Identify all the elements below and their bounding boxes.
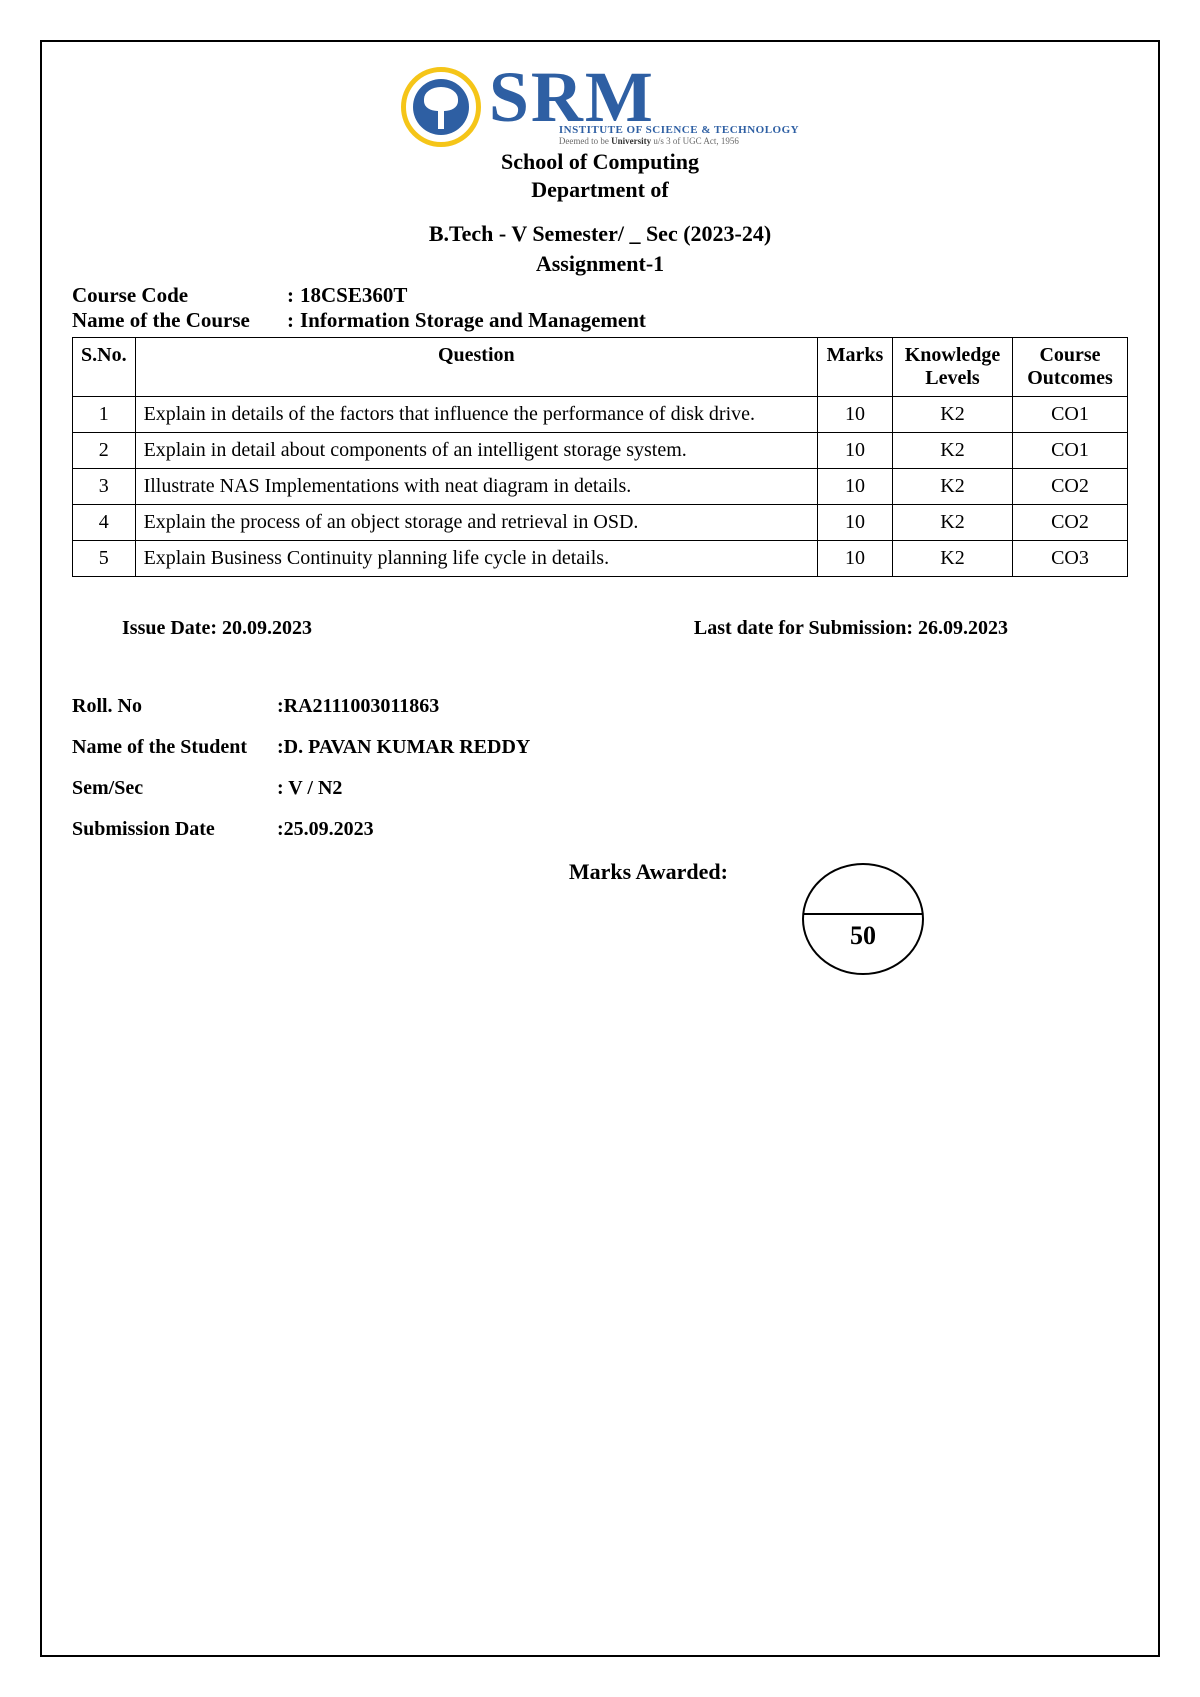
marks-row: Marks Awarded: 50 <box>72 859 1128 979</box>
cell-outcome: CO1 <box>1013 397 1128 433</box>
school-name: School of Computing <box>72 149 1128 175</box>
cell-marks: 10 <box>818 397 893 433</box>
th-question: Question <box>144 344 809 367</box>
cell-outcome: CO1 <box>1013 433 1128 469</box>
cell-sno: 2 <box>73 433 136 469</box>
dates-row: Issue Date: 20.09.2023 Last date for Sub… <box>72 617 1128 640</box>
cell-marks: 10 <box>818 469 893 505</box>
course-name-label: Name of the Course <box>72 308 287 333</box>
cell-sno: 3 <box>73 469 136 505</box>
table-header-row: S.No. Question Marks Knowledge Levels Co… <box>73 338 1128 397</box>
th-sno: S.No. <box>81 344 127 367</box>
colon-2: : <box>287 308 294 333</box>
sem-sec-value: : V / N2 <box>277 777 342 800</box>
department-name: Department of <box>72 177 1128 203</box>
srm-logo: SRM INSTITUTE OF SCIENCE & TECHNOLOGY De… <box>401 67 799 147</box>
cell-sno: 5 <box>73 541 136 577</box>
logo-subtitle-2: Deemed to be University u/s 3 of UGC Act… <box>559 136 799 146</box>
cell-sno: 4 <box>73 505 136 541</box>
logo-sub2-bold: University <box>611 136 651 146</box>
course-info: Course Code : 18CSE360T Name of the Cour… <box>72 283 1128 333</box>
issue-date-label: Issue Date: <box>122 617 222 639</box>
marks-circle-icon: 50 <box>798 859 928 979</box>
last-date-label: Last date for Submission: <box>694 617 918 639</box>
submission-date-value: :25.09.2023 <box>277 818 374 841</box>
submission-date-label: Submission Date <box>72 818 277 841</box>
table-row: 5 Explain Business Continuity planning l… <box>73 541 1128 577</box>
cell-question: Explain in details of the factors that i… <box>135 397 817 433</box>
cell-marks: 10 <box>818 433 893 469</box>
marks-awarded-label: Marks Awarded: <box>569 859 728 885</box>
table-row: 2 Explain in detail about components of … <box>73 433 1128 469</box>
th-knowledge: Knowledge Levels <box>901 344 1004 390</box>
cell-sno: 1 <box>73 397 136 433</box>
course-code-label: Course Code <box>72 283 287 308</box>
course-name-value: Information Storage and Management <box>300 308 646 333</box>
table-row: 4 Explain the process of an object stora… <box>73 505 1128 541</box>
assignment-number: Assignment-1 <box>72 251 1128 277</box>
logo-text: SRM INSTITUTE OF SCIENCE & TECHNOLOGY De… <box>489 67 799 146</box>
sem-sec-label: Sem/Sec <box>72 777 277 800</box>
cell-outcome: CO2 <box>1013 505 1128 541</box>
questions-table: S.No. Question Marks Knowledge Levels Co… <box>72 337 1128 577</box>
cell-knowledge: K2 <box>893 433 1013 469</box>
student-name-label: Name of the Student <box>72 736 277 759</box>
cell-marks: 10 <box>818 505 893 541</box>
cell-outcome: CO2 <box>1013 469 1128 505</box>
cell-question: Explain the process of an object storage… <box>135 505 817 541</box>
logo-subtitle-1: INSTITUTE OF SCIENCE & TECHNOLOGY <box>559 124 799 136</box>
course-code-value: 18CSE360T <box>300 283 407 308</box>
student-block: Roll. No :RA2111003011863 Name of the St… <box>72 695 1128 841</box>
page-frame: SRM INSTITUTE OF SCIENCE & TECHNOLOGY De… <box>40 40 1160 1657</box>
th-marks: Marks <box>826 344 884 367</box>
cell-question: Explain Business Continuity planning lif… <box>135 541 817 577</box>
cell-knowledge: K2 <box>893 505 1013 541</box>
page: SRM INSTITUTE OF SCIENCE & TECHNOLOGY De… <box>0 0 1200 1697</box>
marks-awarded-value: 50 <box>798 921 928 951</box>
program-line: B.Tech - V Semester/ _ Sec (2023-24) <box>72 221 1128 247</box>
table-row: 1 Explain in details of the factors that… <box>73 397 1128 433</box>
issue-date: Issue Date: 20.09.2023 <box>122 617 694 640</box>
cell-question: Illustrate NAS Implementations with neat… <box>135 469 817 505</box>
last-date-value: 26.09.2023 <box>918 617 1008 639</box>
logo-sub2-prefix: Deemed to be <box>559 136 611 146</box>
cell-outcome: CO3 <box>1013 541 1128 577</box>
table-row: 3 Illustrate NAS Implementations with ne… <box>73 469 1128 505</box>
th-outcomes: Course Outcomes <box>1021 344 1119 390</box>
cell-knowledge: K2 <box>893 469 1013 505</box>
cell-question: Explain in detail about components of an… <box>135 433 817 469</box>
cell-marks: 10 <box>818 541 893 577</box>
cell-knowledge: K2 <box>893 397 1013 433</box>
roll-no-value: :RA2111003011863 <box>277 695 439 718</box>
logo-block: SRM INSTITUTE OF SCIENCE & TECHNOLOGY De… <box>72 67 1128 147</box>
cell-knowledge: K2 <box>893 541 1013 577</box>
logo-sub2-suffix: u/s 3 of UGC Act, 1956 <box>651 136 739 146</box>
last-date: Last date for Submission: 26.09.2023 <box>694 617 1008 640</box>
logo-big-text: SRM <box>489 67 799 128</box>
roll-no-label: Roll. No <box>72 695 277 718</box>
colon-1: : <box>287 283 294 308</box>
student-name-value: :D. PAVAN KUMAR REDDY <box>277 736 530 759</box>
seal-icon <box>401 67 481 147</box>
issue-date-value: 20.09.2023 <box>222 617 312 639</box>
